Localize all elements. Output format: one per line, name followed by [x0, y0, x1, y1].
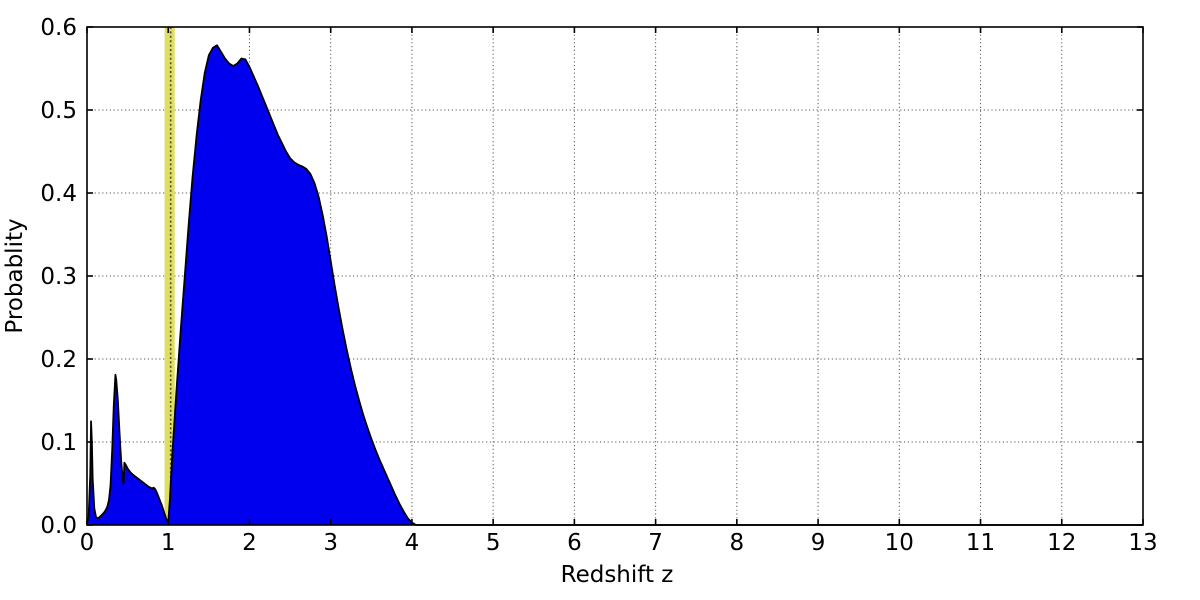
y-axis-title: Probablity [2, 218, 28, 333]
tick-labels: 0 1 2 3 4 5 6 7 8 9 10 11 12 130.00.10.20.30.40.50.6 [40, 15, 1157, 556]
x-tick-label-10: 10 [885, 530, 914, 556]
y-tick-label-6: 0.6 [40, 15, 77, 41]
x-tick-label-11: 11 [966, 530, 995, 556]
x-tick-label-6: 6 [567, 530, 582, 556]
x-axis-title: Redshift z [561, 562, 674, 588]
x-tick-label-9: 9 [811, 530, 826, 556]
series-area-0 [87, 45, 1143, 525]
y-tick-label-2: 0.2 [40, 347, 77, 373]
x-tick-label-7: 7 [648, 530, 663, 556]
x-tick-label-0: 0 [80, 530, 95, 556]
y-tick-label-1: 0.1 [40, 430, 77, 456]
redshift-marker-band [164, 27, 175, 525]
x-tick-label-2: 2 [242, 530, 257, 556]
tick-marks [86, 26, 1144, 526]
annotation-layer [164, 27, 175, 525]
x-tick-label-5: 5 [486, 530, 501, 556]
series-layer [86, 44, 1143, 526]
x-tick-label-1: 1 [161, 530, 176, 556]
x-tick-label-13: 13 [1128, 530, 1157, 556]
x-tick-label-8: 8 [730, 530, 745, 556]
x-tick-label-4: 4 [405, 530, 420, 556]
x-tick-label-3: 3 [323, 530, 338, 556]
y-tick-label-3: 0.3 [40, 264, 77, 290]
series-outline-0 [86, 44, 1143, 526]
y-tick-label-0: 0.0 [40, 513, 77, 539]
x-tick-label-12: 12 [1047, 530, 1076, 556]
y-tick-label-5: 0.5 [40, 98, 77, 124]
y-tick-label-4: 0.4 [40, 181, 77, 207]
